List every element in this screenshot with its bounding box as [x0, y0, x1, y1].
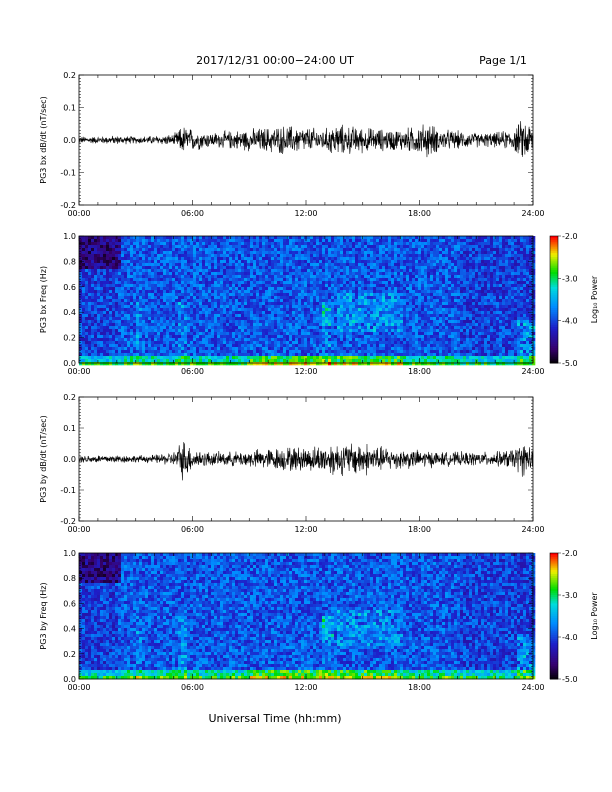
x-tick-label-p1-1: 06:00 [181, 367, 204, 376]
y-tick-label-p0-2: 0.0 [63, 136, 76, 145]
y-tick-label-p2-2: 0.0 [63, 455, 76, 464]
x-axis-title: Universal Time (hh:mm) [209, 712, 342, 725]
x-tick-label-p3-3: 18:00 [408, 683, 431, 692]
y-tick-label-p2-3: -0.1 [60, 486, 76, 495]
series-trace-p2 [78, 442, 534, 481]
x-tick-label-p2-1: 06:00 [181, 525, 204, 534]
y-tick-label-p0-1: 0.1 [63, 104, 76, 113]
y-tick-label-p2-4: -0.2 [60, 517, 76, 526]
y-tick-label-p0-4: -0.2 [60, 201, 76, 210]
x-tick-label-p3-0: 00:00 [67, 683, 90, 692]
y-tick-label-p3-1: 0.8 [63, 574, 76, 583]
colorbar-p1 [550, 236, 558, 364]
x-tick-label-p1-0: 00:00 [67, 367, 90, 376]
y-tick-label-p2-1: 0.1 [63, 424, 76, 433]
x-tick-label-p2-0: 00:00 [67, 525, 90, 534]
x-tick-label-p0-4: 24:00 [521, 209, 544, 218]
x-tick-label-p0-3: 18:00 [408, 209, 431, 218]
colorbar-title-p3: Log₁₀ Power [590, 592, 599, 640]
y-tick-label-p3-0: 1.0 [63, 549, 76, 558]
page-indicator: Page 1/1 [479, 54, 527, 67]
colorbar-tick-label-p3-3: -5.0 [562, 675, 578, 684]
x-tick-label-p0-0: 00:00 [67, 209, 90, 218]
colorbar-tick-label-p1-2: -4.0 [562, 317, 578, 326]
colorbar-tick-label-p3-0: -2.0 [562, 549, 578, 558]
x-tick-label-p3-4: 24:00 [521, 683, 544, 692]
y-tick-label-p3-5: 0.0 [63, 675, 76, 684]
y-axis-title-p2: PG3 by dB/dt (nT/sec) [39, 415, 48, 502]
x-tick-label-p2-2: 12:00 [294, 525, 317, 534]
y-tick-label-p1-0: 1.0 [63, 232, 76, 241]
y-tick-label-p2-0: 0.2 [63, 393, 76, 402]
x-tick-label-p1-2: 12:00 [294, 367, 317, 376]
colorbar-tick-label-p1-1: -3.0 [562, 274, 578, 283]
y-tick-label-p1-1: 0.8 [63, 257, 76, 266]
y-tick-label-p0-0: 0.2 [63, 71, 76, 80]
colorbar-tick-label-p3-2: -4.0 [562, 633, 578, 642]
y-tick-label-p3-2: 0.6 [63, 599, 76, 608]
x-tick-label-p1-3: 18:00 [408, 367, 431, 376]
x-tick-label-p0-1: 06:00 [181, 209, 204, 218]
y-tick-label-p0-3: -0.1 [60, 169, 76, 178]
colorbar-p3 [550, 553, 558, 680]
colorbar-tick-label-p1-3: -5.0 [562, 359, 578, 368]
date-range-title: 2017/12/31 00:00−24:00 UT [196, 54, 354, 67]
y-tick-label-p3-4: 0.2 [63, 650, 76, 659]
colorbar-tick-label-p1-0: -2.0 [562, 232, 578, 241]
y-tick-label-p1-5: 0.0 [63, 359, 76, 368]
colorbar-frame-p1 [549, 235, 559, 364]
y-axis-title-p0: PG3 bx dB/dt (nT/sec) [39, 96, 48, 183]
y-axis-title-p1: PG3 bx Freq (Hz) [39, 266, 48, 333]
colorbar-tick-label-p3-1: -3.0 [562, 591, 578, 600]
x-tick-label-p2-3: 18:00 [408, 525, 431, 534]
spectrogram-p1 [79, 236, 536, 366]
spectrogram-p3 [79, 553, 536, 680]
colorbar-frame-p3 [549, 552, 559, 680]
y-axis-title-p3: PG3 by Freq (Hz) [39, 582, 48, 649]
colorbar-title-p1: Log₁₀ Power [590, 275, 599, 323]
series-trace-p0 [78, 121, 534, 158]
y-tick-label-p1-3: 0.4 [63, 308, 76, 317]
y-tick-label-p1-4: 0.2 [63, 334, 76, 343]
x-tick-label-p0-2: 12:00 [294, 209, 317, 218]
y-tick-label-p1-2: 0.6 [63, 283, 76, 292]
x-tick-label-p3-1: 06:00 [181, 683, 204, 692]
x-tick-label-p3-2: 12:00 [294, 683, 317, 692]
x-tick-label-p2-4: 24:00 [521, 525, 544, 534]
x-tick-label-p1-4: 24:00 [521, 367, 544, 376]
y-tick-label-p3-3: 0.4 [63, 625, 76, 634]
